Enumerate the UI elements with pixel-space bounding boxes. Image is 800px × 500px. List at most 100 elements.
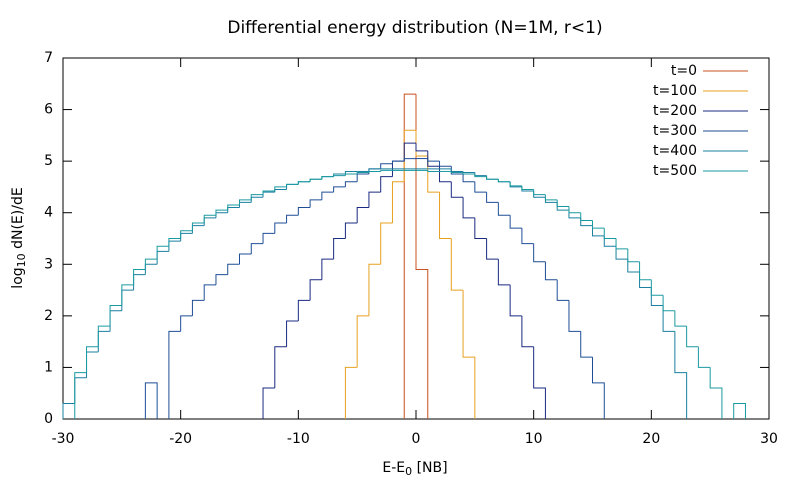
histogram-step bbox=[674, 331, 688, 419]
y-label-base: log bbox=[10, 267, 26, 288]
histogram-step bbox=[462, 174, 475, 183]
histogram-step bbox=[250, 243, 264, 254]
histogram-step bbox=[356, 207, 369, 224]
histogram-step bbox=[333, 175, 346, 177]
histogram-step bbox=[662, 305, 675, 332]
histogram-step bbox=[191, 225, 205, 234]
histogram-step bbox=[262, 191, 275, 198]
y-label-rest: dN(E)/dE bbox=[10, 187, 26, 253]
histogram-step bbox=[227, 207, 240, 213]
histogram-step bbox=[297, 207, 311, 216]
histogram-step bbox=[509, 181, 522, 187]
histogram-step bbox=[474, 181, 487, 193]
histogram-step bbox=[215, 209, 228, 216]
histogram-step bbox=[168, 240, 181, 252]
histogram-step bbox=[286, 183, 299, 187]
legend-label: t=100 bbox=[653, 83, 697, 99]
histogram-step bbox=[450, 168, 464, 172]
histogram-step bbox=[486, 175, 499, 180]
histogram-step bbox=[144, 258, 158, 270]
histogram-step bbox=[227, 204, 240, 211]
histogram-step bbox=[380, 176, 393, 193]
histogram-step bbox=[615, 238, 628, 250]
histogram-step bbox=[580, 212, 593, 221]
histogram-step bbox=[497, 202, 511, 216]
histogram-step bbox=[521, 228, 534, 245]
y-tick-label: 0 bbox=[44, 411, 53, 427]
chart-title: Differential energy distribution (N=1M, … bbox=[227, 18, 602, 38]
histogram-step bbox=[274, 346, 287, 389]
x-label-sub: 0 bbox=[405, 465, 412, 478]
histogram-step bbox=[109, 310, 122, 332]
histogram-step bbox=[568, 300, 581, 332]
histogram-step bbox=[239, 199, 252, 205]
y-tick-label: 5 bbox=[44, 153, 53, 169]
histogram-step bbox=[427, 170, 440, 172]
histogram-step bbox=[521, 185, 534, 191]
histogram-step bbox=[368, 191, 381, 208]
histogram-step bbox=[309, 199, 322, 208]
histogram-step bbox=[180, 232, 193, 242]
histogram-step bbox=[486, 176, 499, 180]
x-tick-label: 0 bbox=[412, 431, 421, 447]
x-tick-label: 10 bbox=[525, 431, 543, 447]
y-tick-label: 6 bbox=[44, 102, 53, 118]
histogram-step bbox=[403, 129, 416, 182]
histogram-step bbox=[239, 253, 252, 265]
histogram-step bbox=[262, 232, 275, 244]
histogram-step bbox=[450, 181, 464, 198]
histogram-step bbox=[650, 279, 664, 296]
x-label-rest: [NB] bbox=[412, 460, 447, 476]
histogram-step bbox=[309, 279, 322, 301]
histogram-step bbox=[592, 225, 605, 237]
x-tick-label: 20 bbox=[642, 431, 660, 447]
histogram-step bbox=[121, 289, 134, 311]
legend-label: t=500 bbox=[653, 163, 697, 179]
histogram-step bbox=[250, 196, 264, 203]
histogram-step bbox=[191, 299, 205, 316]
histogram-step bbox=[568, 206, 581, 214]
histogram-step bbox=[427, 155, 440, 193]
histogram-step bbox=[462, 171, 475, 173]
histogram-step bbox=[344, 181, 358, 187]
histogram-step bbox=[403, 142, 416, 162]
histogram-step bbox=[62, 403, 75, 419]
x-tick-label: 30 bbox=[760, 431, 778, 447]
histogram-step bbox=[321, 176, 334, 180]
histogram-step bbox=[450, 238, 464, 291]
histogram-step bbox=[356, 315, 369, 368]
histogram-step bbox=[368, 263, 381, 316]
histogram-step bbox=[521, 186, 534, 192]
histogram-step bbox=[592, 357, 605, 419]
histogram-step bbox=[497, 179, 511, 183]
histogram-step bbox=[274, 222, 287, 234]
x-axis-label: E-E0 [NB] bbox=[382, 460, 447, 478]
histogram-step bbox=[509, 284, 522, 317]
legend-label: t=200 bbox=[653, 103, 697, 119]
histogram-step bbox=[356, 173, 369, 182]
histogram-step bbox=[733, 403, 746, 419]
histogram-step bbox=[97, 325, 111, 347]
histogram-step bbox=[97, 330, 111, 352]
y-tick-label: 3 bbox=[44, 256, 53, 272]
histogram-step bbox=[486, 192, 499, 203]
x-label-base: E-E bbox=[382, 460, 405, 476]
histogram-step bbox=[580, 331, 593, 358]
histogram-step bbox=[286, 320, 299, 347]
histogram-step bbox=[427, 158, 440, 162]
histogram-step bbox=[403, 93, 416, 419]
histogram-step bbox=[509, 215, 522, 229]
histogram-step bbox=[592, 220, 605, 229]
histogram-step bbox=[427, 150, 440, 167]
y-axis-label: log10 dN(E)/dE bbox=[10, 187, 28, 288]
histogram-step bbox=[674, 310, 687, 327]
histogram-step bbox=[415, 130, 428, 157]
histogram-step bbox=[180, 230, 193, 239]
histogram-step bbox=[74, 372, 87, 419]
histogram-step bbox=[556, 199, 569, 208]
histogram-step bbox=[262, 387, 275, 419]
histogram-step bbox=[474, 217, 487, 239]
histogram-step bbox=[262, 190, 275, 195]
y-tick-label: 1 bbox=[44, 359, 53, 375]
